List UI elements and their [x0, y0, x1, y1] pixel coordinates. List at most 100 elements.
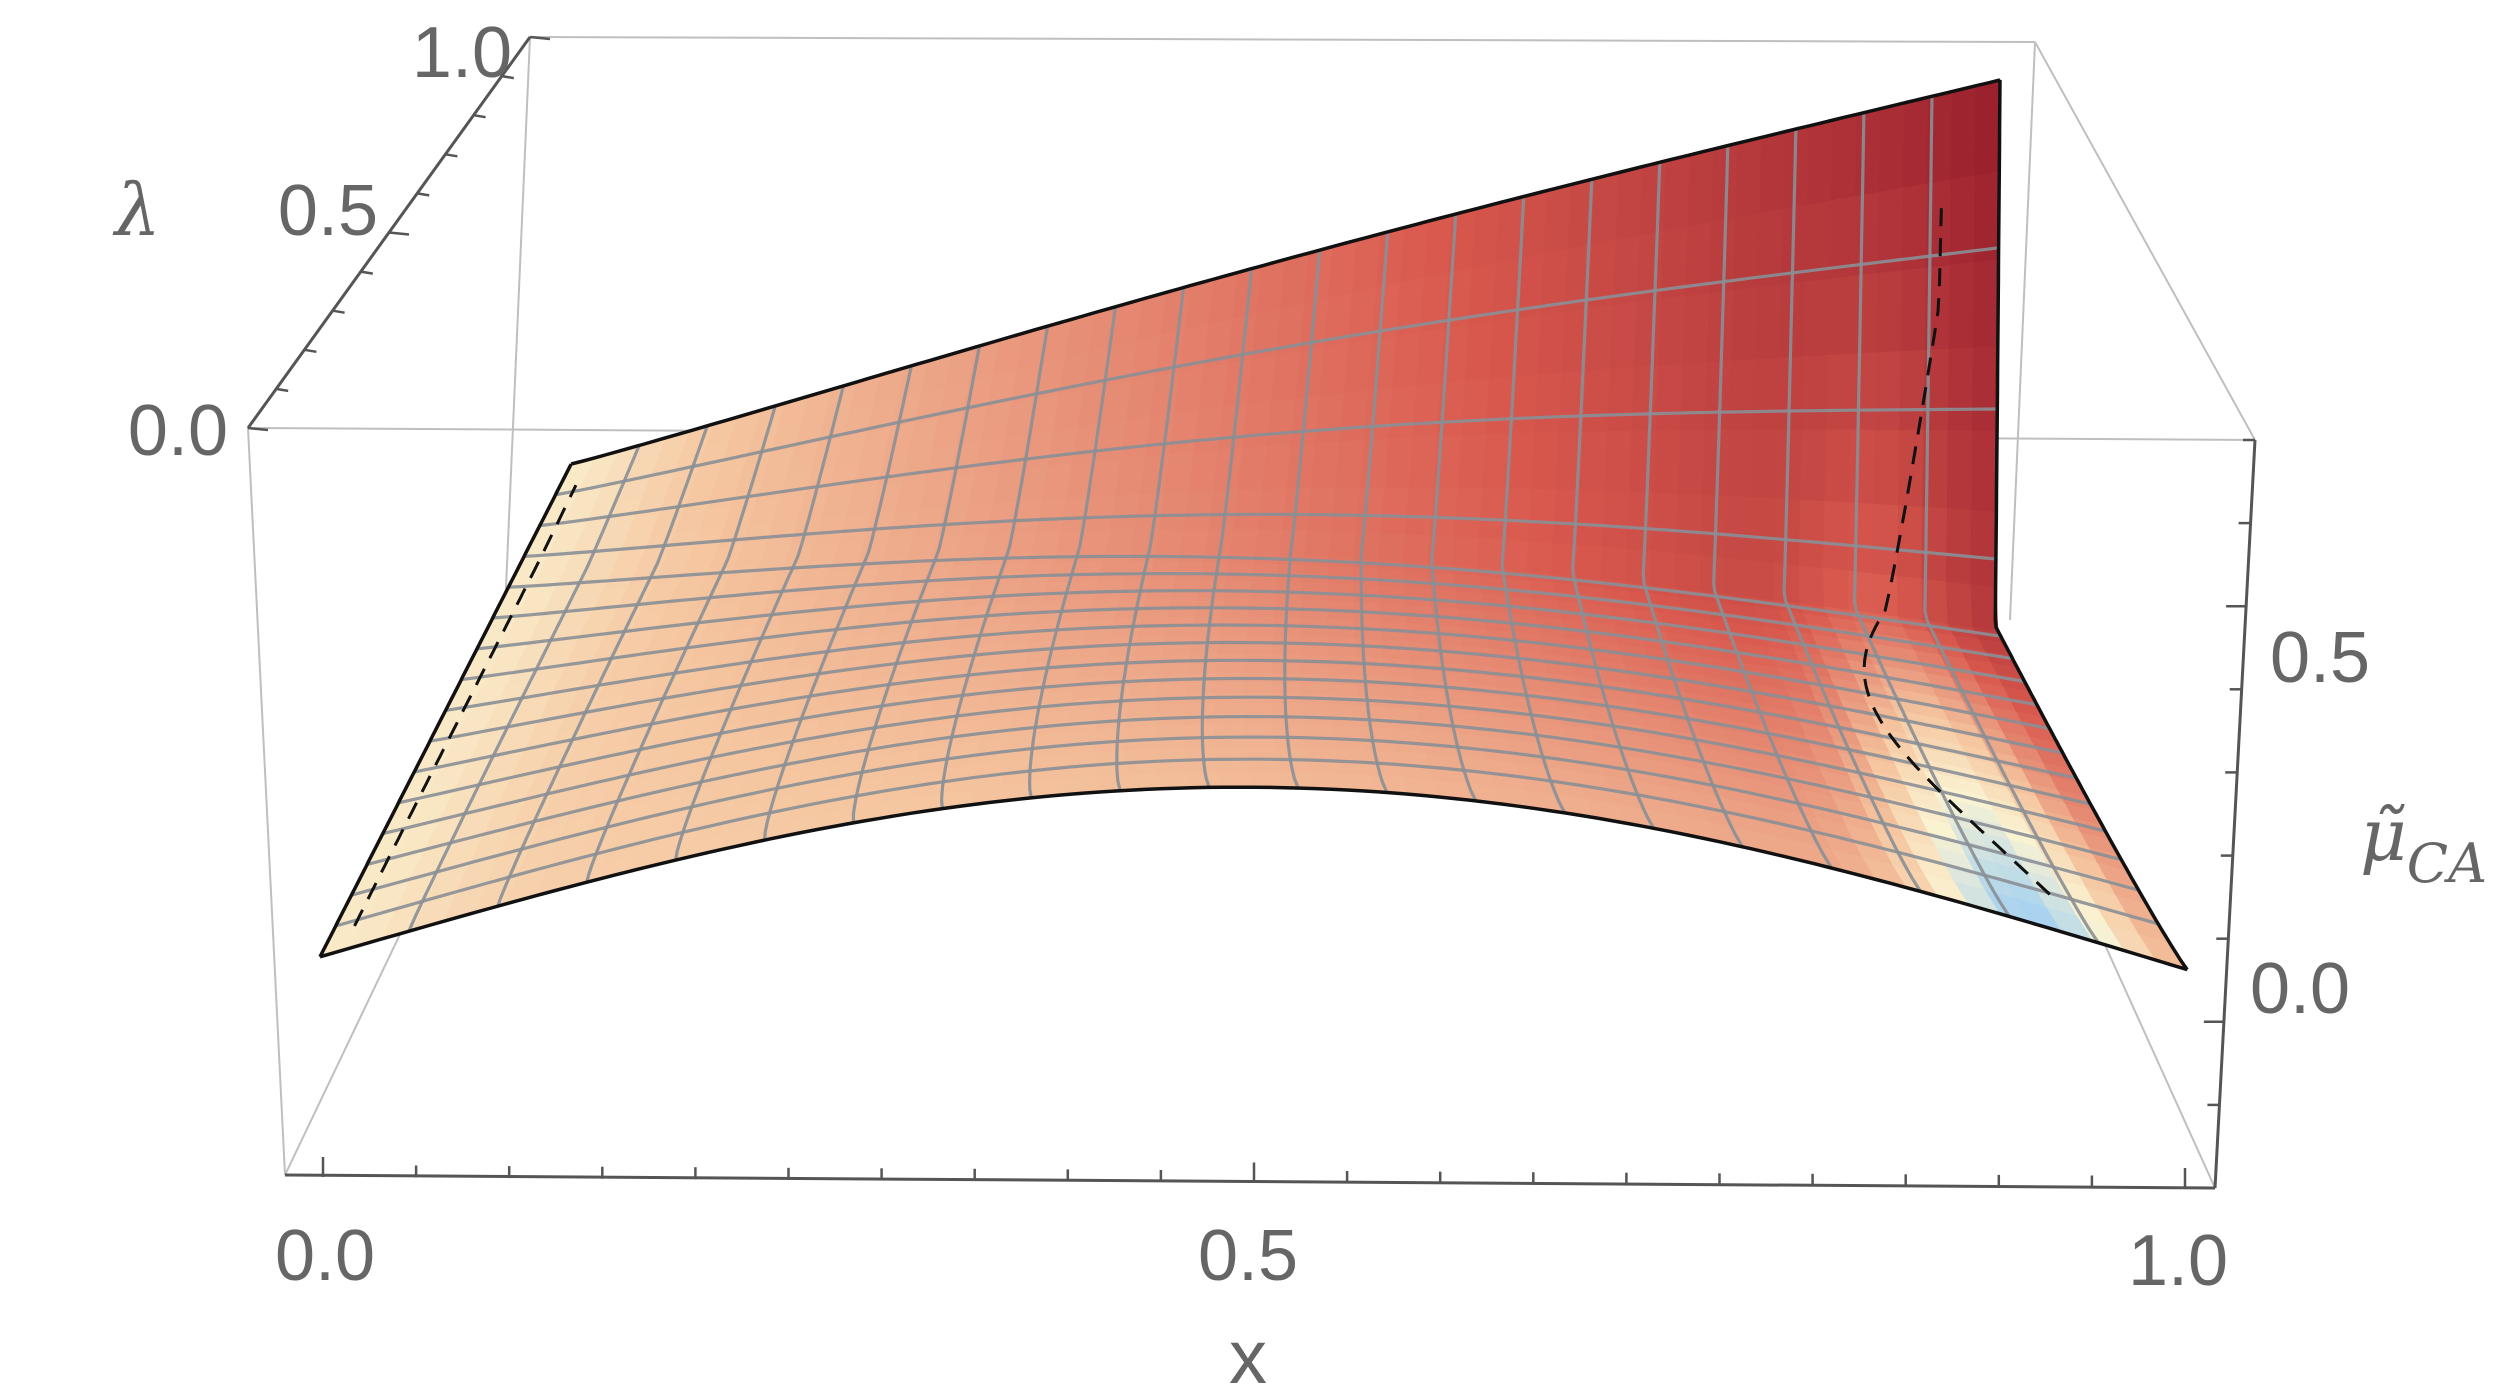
surface-patch [1385, 437, 1413, 487]
surface-patch [1664, 155, 1690, 230]
surface-patch [1947, 508, 1972, 584]
surface-patch [1379, 533, 1406, 562]
lambda-axis-tick [474, 115, 486, 117]
lambda-axis-tick [276, 389, 288, 391]
surface-patch [1369, 335, 1397, 390]
surface-patch [1799, 499, 1825, 567]
surface-patch [1410, 436, 1438, 487]
surface-patch [1899, 429, 1925, 506]
surface-patch [1688, 149, 1714, 226]
surface-patch [1754, 357, 1780, 429]
surface-patch [1856, 109, 1881, 196]
surface-patch [1306, 746, 1338, 759]
surface-patch [1848, 570, 1874, 613]
surface-patch [1425, 215, 1453, 277]
surface-patch [1218, 644, 1246, 654]
surface-patch [1274, 723, 1304, 735]
surface-patch [1127, 561, 1154, 570]
surface-patch [1365, 387, 1393, 439]
surface-patch [1255, 529, 1283, 555]
surface-patch [1584, 368, 1611, 431]
surface-patch [1249, 771, 1285, 788]
surface-patch [1455, 487, 1483, 538]
surface-patch [1948, 430, 1973, 510]
surface-patch [1651, 550, 1676, 587]
x-tick-labels: 0.0 0.5 1.0 [275, 1216, 2228, 1301]
surface-patch [1532, 431, 1560, 488]
surface-patch [1303, 724, 1334, 736]
surface-patch [1824, 567, 1850, 609]
surface-patch [1975, 80, 2000, 174]
surface-patch [1354, 532, 1381, 560]
surface-patch [1832, 114, 1857, 199]
surface-patch [1808, 120, 1834, 204]
surface-patch [1972, 430, 1997, 511]
surface-patch [1827, 353, 1853, 429]
surface-patch [1177, 561, 1204, 570]
surface-patch [1340, 390, 1368, 441]
surface-patch [1082, 530, 1111, 552]
surface-patch [1473, 203, 1500, 267]
surface-patch [1174, 579, 1201, 588]
surface-patch [1529, 488, 1557, 542]
surface-patch [1756, 284, 1782, 359]
surface-patch [1587, 304, 1614, 370]
surface-patch [1683, 292, 1709, 363]
surface-patch [1161, 663, 1190, 674]
surface-patch [1216, 746, 1247, 758]
surface-patch [1159, 683, 1188, 694]
surface-patch [1679, 429, 1706, 494]
surface-patch [1848, 502, 1874, 573]
x-axis-line [285, 1175, 2215, 1188]
surface-patch [1654, 429, 1681, 493]
surface-patch [1245, 663, 1273, 673]
surface-patch [1853, 272, 1879, 353]
surface-patch [1949, 262, 1974, 349]
surface-patch [1191, 644, 1219, 654]
surface-patch [1803, 355, 1829, 429]
surface-patch [1187, 682, 1216, 693]
surface-patch [1676, 553, 1701, 590]
surface-patch [1752, 429, 1778, 498]
lambda-tick-label: 0.5 [278, 171, 378, 251]
surface-patch [1244, 702, 1273, 713]
x-tick-label: 0.5 [1198, 1216, 1298, 1296]
x-axis-label: x [1229, 1315, 1267, 1399]
surface-patch [1616, 167, 1643, 240]
surface-patch [1659, 295, 1686, 365]
surface-patch [1602, 546, 1627, 581]
surface-patch [1877, 270, 1903, 352]
surface-patch [1019, 582, 1048, 593]
surface-patch [1107, 529, 1136, 552]
surface-patch [1331, 704, 1361, 716]
surface-patch [1635, 298, 1662, 366]
x-tick-label: 0.0 [275, 1216, 375, 1296]
surface-patch [1592, 173, 1619, 244]
mu-axis-label: μ̃CA [2360, 793, 2487, 895]
lambda-axis-label: λ [112, 168, 161, 252]
surface-patch [1361, 438, 1389, 487]
surface-patch [1186, 746, 1217, 759]
surface-patch [1611, 301, 1638, 368]
surface-patch [1156, 529, 1185, 552]
surface-patch [1630, 430, 1657, 492]
surface-patch [1627, 491, 1654, 550]
surface-patch [1336, 439, 1365, 487]
surface-patch [1801, 429, 1827, 501]
surface-patch [1640, 161, 1666, 235]
lambda-tick-label: 1.0 [412, 13, 512, 93]
surface-patch [1948, 347, 1973, 430]
surface-patch [1131, 529, 1160, 552]
surface-patch [1336, 747, 1369, 761]
surface-patch [1732, 286, 1758, 360]
surface-patch [1578, 489, 1605, 546]
lambda-axis-tick [445, 154, 457, 156]
surface-patch [1133, 664, 1162, 675]
surface-patch [1951, 86, 1976, 179]
surface-patch [1215, 702, 1244, 713]
surface-patch [1181, 529, 1209, 553]
surface-patch [1632, 365, 1659, 430]
surface-patch [1148, 579, 1175, 588]
surface-patch [1097, 580, 1125, 590]
surface-patch [1329, 684, 1358, 695]
